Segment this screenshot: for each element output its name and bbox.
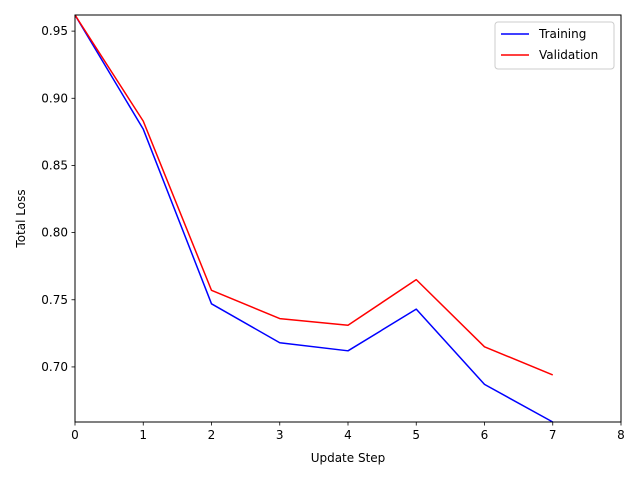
legend: Training Validation (495, 22, 614, 69)
y-tick-label: 0.70 (41, 360, 68, 374)
x-tick-label: 3 (276, 428, 284, 442)
x-tick-label: 0 (71, 428, 79, 442)
x-tick-label: 5 (412, 428, 420, 442)
legend-label-validation: Validation (539, 48, 598, 62)
x-tick-label: 4 (344, 428, 352, 442)
y-tick-label: 0.80 (41, 226, 68, 240)
x-tick-label: 2 (208, 428, 216, 442)
y-tick-label: 0.90 (41, 91, 68, 105)
x-tick-label: 1 (139, 428, 147, 442)
y-tick-label: 0.85 (41, 158, 68, 172)
y-tick-label: 0.95 (41, 24, 68, 38)
y-tick-label: 0.75 (41, 293, 68, 307)
x-tick-label: 7 (549, 428, 557, 442)
x-tick-label: 8 (617, 428, 625, 442)
y-axis-label: Total Loss (14, 189, 28, 248)
x-axis-label: Update Step (311, 451, 386, 465)
legend-label-training: Training (538, 27, 586, 41)
x-tick-label: 6 (481, 428, 489, 442)
